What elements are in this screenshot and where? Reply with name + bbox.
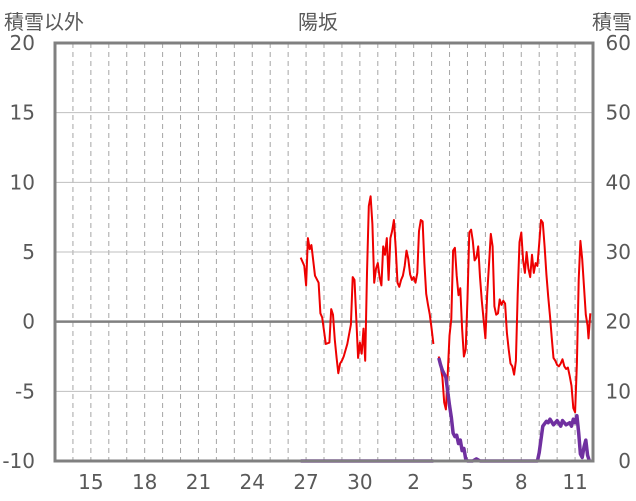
- x-tick-label: 2: [407, 470, 420, 494]
- right-tick-label: 20: [606, 310, 631, 334]
- x-tick-label: 30: [347, 470, 372, 494]
- x-tick-label: 18: [132, 470, 157, 494]
- right-tick-label: 10: [606, 379, 631, 403]
- right-tick-label: 30: [606, 240, 631, 264]
- x-tick-label: 5: [461, 470, 474, 494]
- series-line: [437, 219, 592, 414]
- right-tick-label: 60: [606, 31, 631, 55]
- x-tick-label: 11: [562, 470, 587, 494]
- left-tick-label: 5: [22, 240, 35, 264]
- right-tick-label: 40: [606, 170, 631, 194]
- left-tick-label: 20: [10, 31, 35, 55]
- x-tick-label: 15: [78, 470, 103, 494]
- x-tick-label: 27: [293, 470, 318, 494]
- plot-frame: [53, 41, 595, 463]
- left-tick-label: 15: [10, 101, 35, 125]
- left-tick-label: -5: [15, 379, 35, 403]
- right-axis-label: 積雪: [592, 10, 632, 34]
- x-tick-label: 24: [240, 470, 265, 494]
- chart-title: 陽坂: [298, 10, 338, 34]
- x-tick-label: 8: [515, 470, 528, 494]
- right-tick-label: 0: [618, 449, 631, 473]
- series-line: [437, 357, 592, 463]
- left-axis-label: 積雪以外: [4, 10, 84, 34]
- x-tick-label: 21: [186, 470, 211, 494]
- left-tick-label: 10: [10, 170, 35, 194]
- series-line: [299, 195, 435, 375]
- left-tick-label: -10: [2, 449, 35, 473]
- left-tick-label: 0: [22, 310, 35, 334]
- right-tick-label: 50: [606, 101, 631, 125]
